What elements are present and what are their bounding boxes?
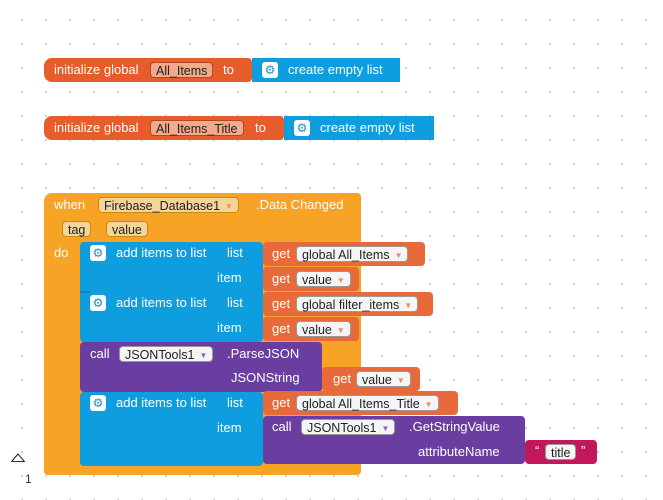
component-name: JSONTools1 bbox=[307, 421, 377, 435]
parse-json-call-block[interactable]: call JSONTools1 ▼ .ParseJSON JSONString bbox=[80, 342, 322, 392]
chevron-down-icon: ▼ bbox=[336, 326, 345, 335]
get-block[interactable]: get global filter_items ▼ bbox=[263, 292, 433, 316]
page-number: 1 bbox=[25, 472, 32, 486]
do-label: do bbox=[54, 245, 69, 260]
add-items-block[interactable]: ⚙ add items to list list item bbox=[80, 392, 263, 466]
get-block[interactable]: get value ▼ bbox=[263, 317, 359, 341]
global-init-label: initialize global bbox=[54, 62, 139, 77]
get-label: get bbox=[272, 246, 291, 261]
get-block[interactable]: get value ▼ bbox=[263, 267, 359, 291]
get-block[interactable]: get global All_Items_Title ▼ bbox=[263, 391, 458, 415]
get-label: get bbox=[272, 321, 291, 336]
to-label: to bbox=[223, 62, 234, 77]
get-block[interactable]: get value ▼ bbox=[322, 367, 420, 391]
variable-dropdown[interactable]: value ▼ bbox=[356, 371, 411, 387]
chevron-down-icon: ▼ bbox=[225, 202, 233, 211]
component-dropdown[interactable]: Firebase_Database1 ▼ bbox=[98, 197, 239, 213]
get-label: get bbox=[272, 395, 291, 410]
list-socket-label: list bbox=[227, 295, 243, 310]
item-socket-label: item bbox=[217, 320, 242, 335]
gear-icon[interactable]: ⚙ bbox=[90, 245, 106, 261]
get-label: get bbox=[272, 296, 291, 311]
call-label: call bbox=[90, 346, 110, 361]
gear-icon[interactable]: ⚙ bbox=[90, 295, 106, 311]
variable-dropdown[interactable]: global All_Items ▼ bbox=[296, 246, 409, 262]
chevron-down-icon: ▼ bbox=[396, 376, 405, 385]
chevron-down-icon: ▼ bbox=[394, 251, 403, 260]
json-string-label: JSONString bbox=[231, 370, 300, 385]
collapse-icon[interactable] bbox=[11, 452, 25, 462]
chevron-down-icon: ▼ bbox=[424, 400, 433, 409]
create-empty-list-label: create empty list bbox=[320, 120, 415, 135]
list-socket-label: list bbox=[227, 245, 243, 260]
variable-dropdown[interactable]: global All_Items_Title ▼ bbox=[296, 395, 439, 411]
global-init-block[interactable]: initialize global All_Items_Title to bbox=[44, 116, 284, 140]
when-label: when bbox=[54, 197, 86, 212]
get-block[interactable]: get global All_Items ▼ bbox=[263, 242, 425, 266]
add-items-block[interactable] bbox=[80, 242, 263, 342]
item-socket-label: item bbox=[217, 420, 242, 435]
component-dropdown[interactable]: JSONTools1 ▼ bbox=[119, 346, 214, 362]
event-name-label: .Data Changed bbox=[256, 197, 344, 212]
to-label: to bbox=[255, 120, 266, 135]
variable-dropdown[interactable]: value ▼ bbox=[296, 271, 351, 287]
block-divider bbox=[80, 291, 90, 293]
component-dropdown[interactable]: JSONTools1 ▼ bbox=[301, 419, 396, 435]
variable-name: global All_Items_Title bbox=[302, 397, 420, 411]
add-items-label: add items to list bbox=[116, 295, 207, 310]
create-empty-list-block[interactable]: ⚙ create empty list bbox=[252, 58, 400, 82]
list-socket-label: list bbox=[227, 395, 243, 410]
create-empty-list-label: create empty list bbox=[288, 62, 383, 77]
variable-name: value bbox=[362, 373, 392, 387]
create-empty-list-block[interactable]: ⚙ create empty list bbox=[284, 116, 434, 140]
global-name-field[interactable]: All_Items_Title bbox=[150, 120, 244, 136]
component-name: Firebase_Database1 bbox=[104, 199, 221, 213]
quote-open: “ bbox=[535, 443, 540, 458]
global-name-field[interactable]: All_Items bbox=[150, 62, 214, 78]
component-name: JSONTools1 bbox=[125, 348, 195, 362]
attribute-name-label: attributeName bbox=[418, 444, 500, 459]
add-items-label: add items to list bbox=[116, 245, 207, 260]
method-label: .ParseJSON bbox=[227, 346, 300, 361]
gear-icon[interactable]: ⚙ bbox=[90, 395, 106, 411]
item-socket-label: item bbox=[217, 270, 242, 285]
chevron-down-icon: ▼ bbox=[381, 424, 390, 433]
gear-icon[interactable]: ⚙ bbox=[294, 120, 310, 136]
param-value[interactable]: value bbox=[106, 221, 148, 237]
call-label: call bbox=[272, 419, 292, 434]
global-init-label: initialize global bbox=[54, 120, 139, 135]
method-label: .GetStringValue bbox=[409, 419, 500, 434]
variable-name: value bbox=[302, 273, 332, 287]
chevron-down-icon: ▼ bbox=[404, 301, 413, 310]
get-label: get bbox=[333, 371, 352, 386]
chevron-down-icon: ▼ bbox=[336, 276, 345, 285]
param-tag[interactable]: tag bbox=[62, 221, 92, 237]
get-string-value-call-block[interactable]: call JSONTools1 ▼ .GetStringValue attribu… bbox=[263, 416, 525, 464]
add-items-label: add items to list bbox=[116, 395, 207, 410]
chevron-down-icon: ▼ bbox=[199, 351, 208, 360]
get-label: get bbox=[272, 271, 291, 286]
global-init-block[interactable]: initialize global All_Items to bbox=[44, 58, 252, 82]
text-string-block[interactable]: “ title ” bbox=[525, 440, 597, 464]
variable-name: global All_Items bbox=[302, 248, 390, 262]
text-value-field[interactable]: title bbox=[545, 444, 577, 460]
variable-dropdown[interactable]: value ▼ bbox=[296, 321, 351, 337]
variable-name: value bbox=[302, 323, 332, 337]
variable-dropdown[interactable]: global filter_items ▼ bbox=[296, 296, 419, 312]
quote-close: ” bbox=[581, 443, 586, 458]
gear-icon[interactable]: ⚙ bbox=[262, 62, 278, 78]
variable-name: global filter_items bbox=[302, 298, 400, 312]
